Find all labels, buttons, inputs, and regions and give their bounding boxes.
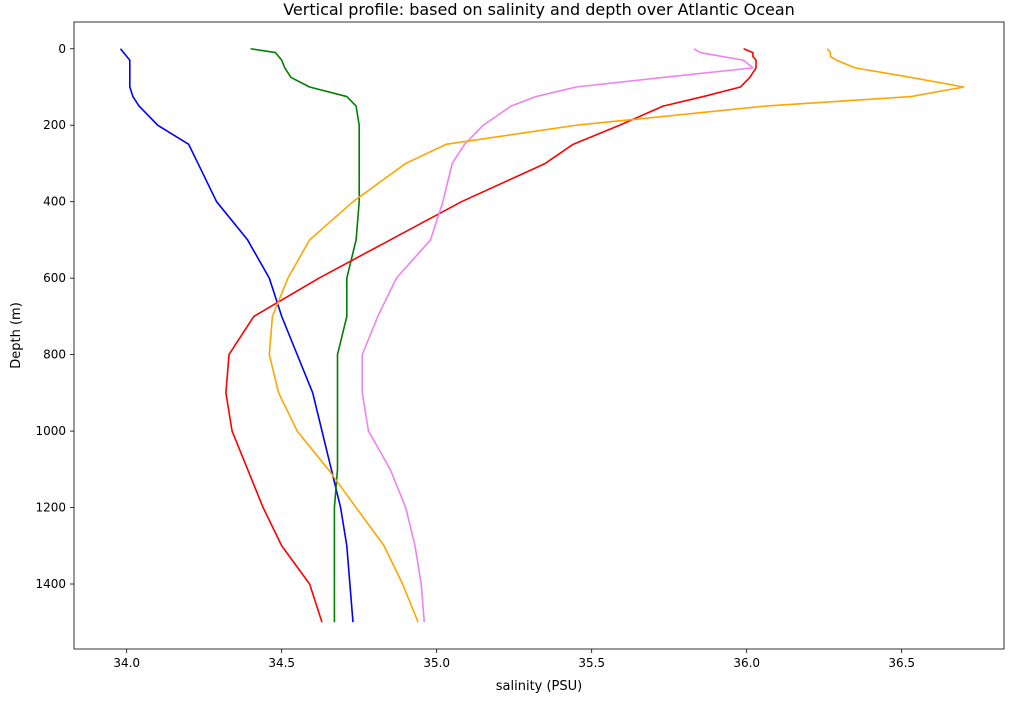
series-line-3: [225, 48, 757, 623]
series-line-4: [361, 48, 754, 623]
x-tick-label: 35.5: [578, 656, 605, 670]
series-layer: [119, 47, 965, 623]
y-tick-label: 600: [43, 271, 66, 285]
series-line-2: [250, 47, 360, 623]
x-tick-label: 36.0: [733, 656, 760, 670]
x-axis-ticks: 34.0 34.5 35.0 35.5 36.0 36.5: [113, 649, 915, 670]
x-axis-label: salinity (PSU): [496, 679, 583, 694]
x-tick-label: 35.0: [423, 656, 450, 670]
x-tick-label: 34.5: [268, 656, 295, 670]
y-tick-label: 0: [58, 42, 66, 56]
y-tick-label: 1000: [35, 424, 66, 438]
x-tick-label: 34.0: [113, 656, 140, 670]
x-tick-label: 36.5: [888, 656, 915, 670]
y-tick-label: 800: [43, 348, 66, 362]
y-tick-label: 400: [43, 195, 66, 209]
y-axis-label: Depth (m): [9, 302, 24, 369]
plot-frame: [73, 21, 1005, 650]
plot-area: [74, 22, 1004, 649]
series-line-5: [268, 48, 965, 623]
y-tick-label: 200: [43, 118, 66, 132]
y-axis-ticks: 0 200 400 600 800 1000 1200 1400: [35, 42, 74, 591]
chart-title: Vertical profile: based on salinity and …: [283, 0, 795, 19]
y-tick-label: 1400: [35, 577, 66, 591]
y-tick-label: 1200: [35, 501, 66, 515]
